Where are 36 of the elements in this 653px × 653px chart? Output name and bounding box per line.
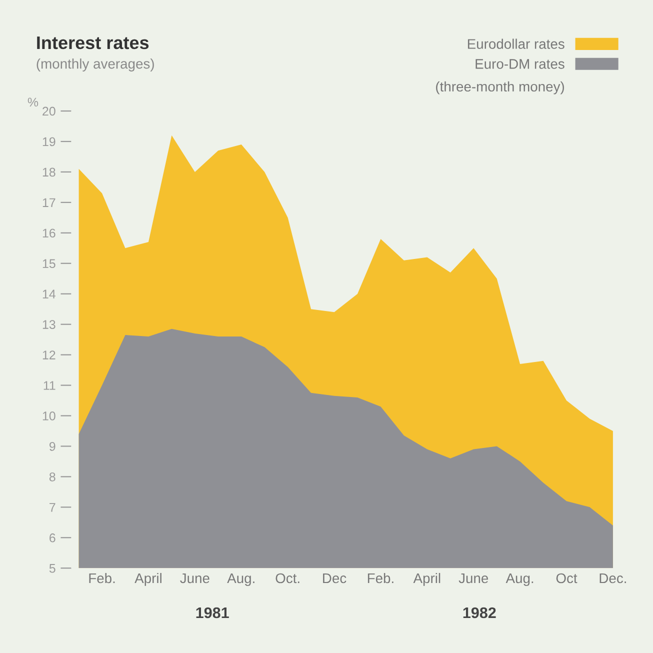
y-tick-label: 6 (50, 533, 56, 542)
y-tick-label: 7 (50, 503, 56, 512)
chart-subtitle: (monthly averages) (36, 58, 154, 72)
y-tick-label: 17 (42, 198, 56, 207)
text: (three-month money) (436, 81, 564, 94)
x-tick-label: Feb. (368, 572, 394, 584)
x-tick-label: June (458, 573, 488, 584)
text: 1982 (463, 607, 496, 618)
x-tick-label: Dec. (600, 573, 626, 584)
x-tick-label: Feb. (89, 572, 115, 584)
x-tick-label: Dec (323, 573, 346, 584)
chart-title: Interest rates (37, 36, 149, 50)
x-tick-label: Oct (556, 573, 578, 584)
x-tick-label: April (134, 572, 162, 586)
y-tick-label: 8 (49, 472, 56, 482)
y-tick-label: 11 (44, 381, 56, 390)
y-tick-label: 20 (42, 106, 56, 116)
y-axis-title: % (28, 98, 38, 107)
x-tick-label: June (180, 573, 210, 584)
x-tick-label: Oct. (276, 573, 300, 584)
y-tick-label: 9 (49, 442, 56, 451)
y-tick-label: 10 (42, 412, 56, 420)
y-tick-label: 16 (42, 228, 56, 238)
x-tick-label: Aug. (227, 573, 254, 586)
y-tick-label: 15 (42, 259, 56, 268)
y-tick-label: 12 (42, 350, 56, 360)
legend-label: Eurodollar rates (468, 38, 564, 49)
x-tick-label: Aug. (506, 573, 534, 586)
y-tick-label: 18 (42, 168, 56, 177)
y-tick-label: 5 (49, 564, 56, 573)
y-tick-label: 13 (42, 320, 56, 329)
x-tick-label: April (413, 572, 440, 586)
legend-label: Euro-DM rates (476, 59, 564, 69)
y-tick-label: 14 (42, 290, 56, 298)
y-tick-label: 19 (42, 137, 56, 146)
text: 1981 (196, 607, 229, 618)
